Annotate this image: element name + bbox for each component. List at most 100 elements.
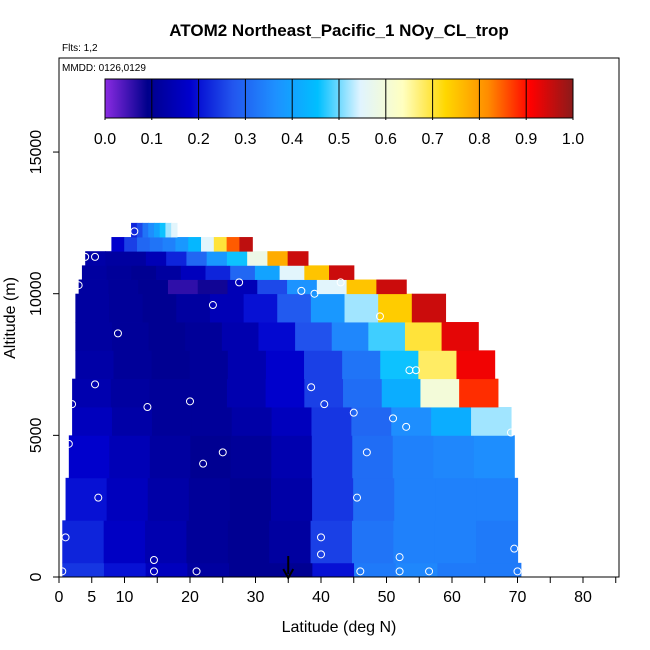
heat-cell-r6-c8 bbox=[380, 350, 419, 380]
colorbar-tick-label-2: 0.2 bbox=[187, 131, 209, 148]
heat-cell-r5-c5 bbox=[265, 378, 305, 408]
sample-point-40 bbox=[510, 544, 519, 553]
sample-point-26 bbox=[336, 278, 345, 287]
heat-cell-r11-c10 bbox=[287, 251, 309, 266]
sample-point-32 bbox=[389, 414, 398, 423]
y-axis-label: Altitude (m) bbox=[2, 277, 19, 359]
heat-cell-r9-c6 bbox=[257, 279, 288, 295]
heat-cell-r1-c2 bbox=[145, 520, 188, 564]
heat-cell-r7-c9 bbox=[404, 322, 443, 351]
x-axis: 0 5 10 20 30 40 50 60 70 80 bbox=[55, 577, 617, 606]
heat-cell-r12-c1 bbox=[124, 237, 138, 252]
heat-cell-r5-c6 bbox=[304, 378, 344, 408]
sample-point-25 bbox=[320, 400, 329, 409]
sample-point-18 bbox=[218, 448, 227, 457]
marker-head bbox=[282, 568, 295, 581]
heat-cell-r0-c6 bbox=[312, 562, 355, 578]
sample-point-33 bbox=[395, 553, 404, 562]
heat-cell-r6-c10 bbox=[456, 350, 496, 380]
y-tick-label-10000: 10000 bbox=[28, 271, 45, 316]
heat-cell-r6-c6 bbox=[304, 350, 343, 380]
latitude-marker-arrow bbox=[282, 556, 295, 581]
heat-cell-r10-c8 bbox=[279, 265, 305, 280]
heat-cell-r13-c2 bbox=[142, 222, 149, 238]
sample-point-17 bbox=[208, 301, 217, 310]
heat-cell-r8-c6 bbox=[277, 293, 312, 323]
x-tick-label-5: 5 bbox=[87, 589, 96, 606]
heat-cell-r10-c0 bbox=[81, 265, 108, 280]
heat-cell-r12-c7 bbox=[201, 237, 215, 252]
heat-cell-r3-c0 bbox=[68, 435, 110, 479]
sample-point-23 bbox=[317, 533, 325, 542]
heat-cell-r10-c1 bbox=[106, 265, 132, 280]
x-tick-label-30: 30 bbox=[247, 589, 265, 606]
heat-cell-r11-c9 bbox=[267, 251, 289, 266]
heat-cell-r6-c2 bbox=[151, 350, 191, 380]
colorbar-tick-label-6: 0.6 bbox=[375, 131, 397, 148]
sample-point-41 bbox=[513, 567, 522, 576]
x-tick-label-40: 40 bbox=[312, 589, 330, 606]
heat-cell-r6-c4 bbox=[227, 350, 267, 380]
y-axis: 0 5000 10000 15000 bbox=[28, 130, 59, 581]
colorbar-tick-label-9: 0.9 bbox=[515, 131, 537, 148]
heat-cell-r10-c7 bbox=[254, 265, 281, 280]
heat-cell-r9-c10 bbox=[376, 279, 407, 295]
heat-cell-r7-c7 bbox=[331, 322, 369, 351]
x-tick-label-80: 80 bbox=[574, 589, 592, 606]
heat-cell-r4-c2 bbox=[151, 407, 193, 436]
heat-cell-r5-c10 bbox=[459, 378, 499, 408]
heat-cell-r11-c7 bbox=[226, 251, 248, 266]
heat-cell-r5-c4 bbox=[226, 378, 267, 408]
heat-cell-r13-c6 bbox=[165, 222, 172, 238]
x-tick-label-20: 20 bbox=[181, 589, 199, 606]
sample-point-30 bbox=[362, 448, 371, 457]
heat-cell-r12-c2 bbox=[137, 237, 151, 252]
heat-cell-r7-c4 bbox=[221, 322, 260, 351]
heat-cell-r6-c0 bbox=[75, 350, 115, 380]
heat-cell-r0-c8 bbox=[395, 562, 439, 578]
heat-cell-r6-c7 bbox=[342, 350, 381, 380]
heat-cell-r1-c1 bbox=[103, 520, 146, 564]
sample-point-39 bbox=[506, 428, 515, 437]
heat-cell-r3-c1 bbox=[109, 435, 151, 479]
colorbar-tick-label-4: 0.4 bbox=[281, 131, 303, 148]
heat-cell-r4-c8 bbox=[391, 407, 432, 436]
sample-point-1 bbox=[61, 533, 70, 542]
heat-cell-r4-c10 bbox=[471, 407, 512, 436]
sample-point-19 bbox=[235, 278, 244, 287]
heat-cell-r13-c4 bbox=[153, 222, 161, 238]
sample-point-6 bbox=[91, 252, 100, 261]
heat-cell-r4-c3 bbox=[191, 407, 233, 436]
colorbar-tick-label-1: 0.1 bbox=[141, 131, 163, 148]
heat-cell-r12-c5 bbox=[175, 237, 189, 252]
heat-cell-r2-c6 bbox=[312, 477, 354, 521]
y-tick-label-0: 0 bbox=[28, 572, 45, 581]
sample-point-37 bbox=[411, 366, 420, 375]
heat-cell-r0-c1 bbox=[103, 562, 147, 578]
heat-cell-r3-c3 bbox=[190, 435, 232, 479]
colorbar-tick-label-0: 0.0 bbox=[94, 131, 116, 148]
sample-point-13 bbox=[149, 567, 158, 576]
heat-cell-r2-c2 bbox=[147, 477, 190, 521]
heat-cell-r0-c9 bbox=[437, 562, 480, 578]
sample-point-34 bbox=[395, 567, 404, 576]
heat-cell-r8-c7 bbox=[310, 293, 346, 323]
heat-cell-r7-c10 bbox=[441, 322, 479, 351]
heat-cell-r7-c5 bbox=[258, 322, 296, 351]
heat-cell-r12-c10 bbox=[239, 237, 253, 252]
heat-cell-r9-c3 bbox=[167, 279, 199, 295]
heat-cell-r10-c10 bbox=[329, 265, 355, 280]
heat-cell-r8-c9 bbox=[378, 293, 413, 323]
heat-cell-r6-c1 bbox=[113, 350, 153, 380]
heat-cell-r3-c7 bbox=[352, 435, 394, 479]
sample-point-14 bbox=[186, 397, 194, 406]
heat-cell-r11-c0 bbox=[85, 251, 107, 266]
heat-cell-r2-c9 bbox=[435, 477, 478, 521]
sample-point-35 bbox=[402, 422, 411, 431]
heat-cell-r11-c8 bbox=[247, 251, 269, 266]
heat-cell-r1-c7 bbox=[351, 520, 394, 564]
heat-cell-r2-c4 bbox=[229, 477, 272, 521]
heatmap-cells bbox=[62, 222, 522, 578]
heat-cell-r1-c9 bbox=[434, 520, 477, 564]
